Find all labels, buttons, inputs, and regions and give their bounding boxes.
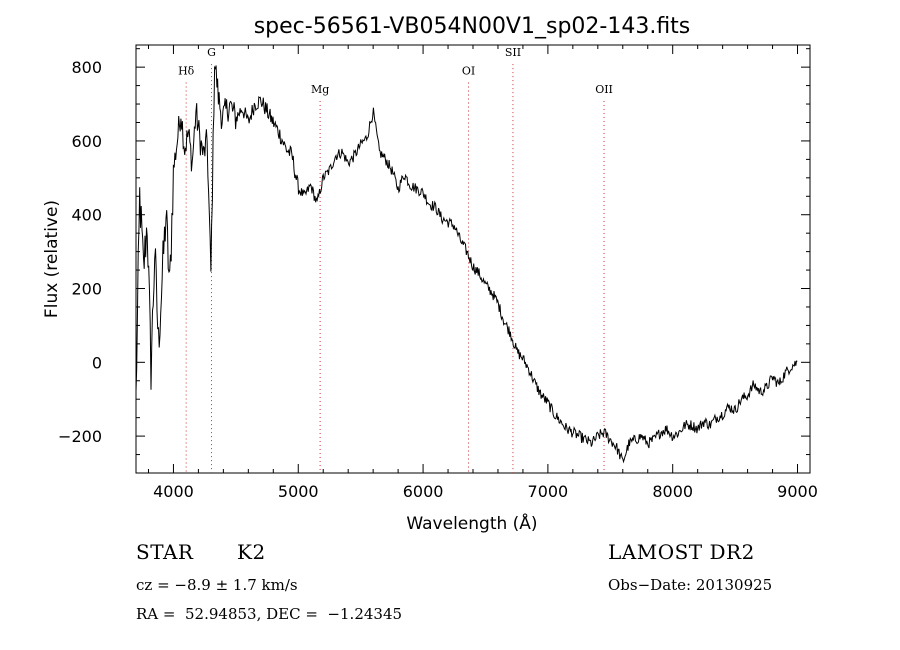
spectral-line-label: OI	[462, 65, 475, 78]
x-tick-label: 9000	[777, 482, 818, 501]
x-tick-label: 5000	[278, 482, 319, 501]
spectral-line-label: OII	[595, 83, 613, 96]
spectral-line-label: G	[207, 46, 216, 59]
x-tick-label: 8000	[652, 482, 693, 501]
y-tick-labels: −200 0 200 400 600 800	[58, 58, 102, 446]
redshift-cz: cz = −8.9 ± 1.7 km/s	[136, 576, 298, 594]
y-tick-label: 200	[71, 280, 102, 299]
observation-date: Obs−Date: 20130925	[608, 576, 773, 594]
y-tick-label: 800	[71, 58, 102, 77]
plot-frame	[135, 44, 811, 474]
coordinates: RA = 52.94853, DEC = −1.24345	[136, 605, 403, 623]
y-tick-label: 600	[71, 132, 102, 151]
spectral-line-label: Hδ	[178, 65, 195, 78]
x-tick-label: 7000	[528, 482, 569, 501]
y-tick-label: −200	[58, 427, 102, 446]
y-tick-label: 0	[92, 353, 102, 372]
spectrum-line	[135, 65, 798, 464]
x-tick-labels: 4000 5000 6000 7000 8000 9000	[153, 482, 818, 501]
y-axis-label: Flux (relative)	[42, 200, 62, 318]
axis-ticks	[136, 45, 810, 474]
object-class: STAR	[136, 540, 194, 564]
y-tick-label: 400	[71, 206, 102, 225]
survey-name: LAMOST DR2	[608, 540, 755, 564]
spectral-line-label: Mg	[311, 83, 329, 96]
spectral-line-label: SII	[505, 46, 521, 59]
x-tick-label: 6000	[403, 482, 444, 501]
object-subclass: K2	[237, 540, 266, 564]
spectral-line-markers: Hδ G Mg OI SII OII	[178, 46, 613, 473]
x-axis-label: Wavelength (Å)	[406, 512, 537, 534]
x-tick-label: 4000	[153, 482, 194, 501]
chart-title: spec-56561-VB054N00V1_sp02-143.fits	[254, 14, 691, 39]
